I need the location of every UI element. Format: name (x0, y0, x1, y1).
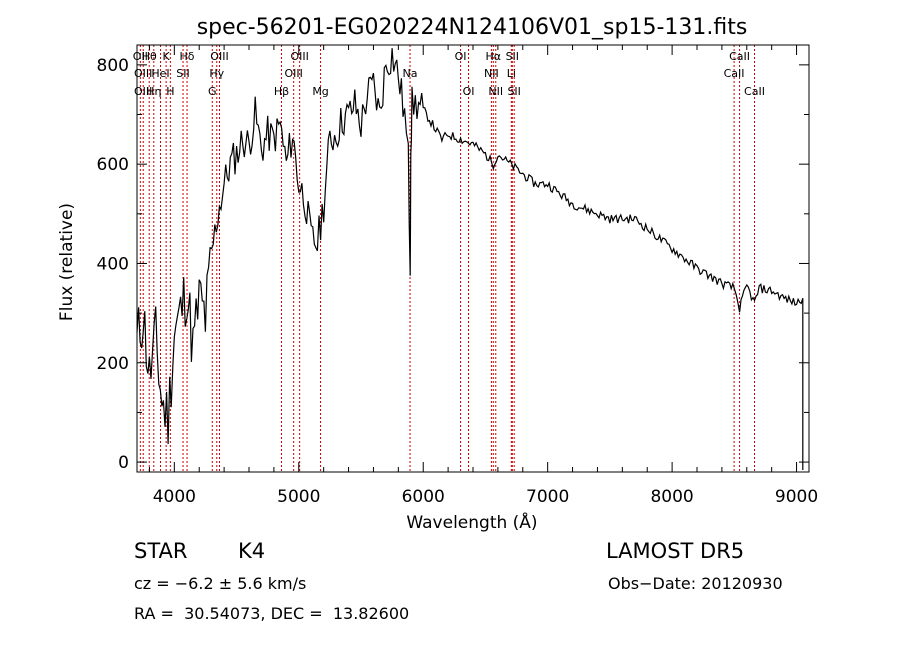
coordinates-readout: RA = 30.54073, DEC = 13.82600 (134, 604, 410, 623)
line-marker-label: H (166, 85, 174, 98)
subclass-label: K4 (238, 539, 266, 563)
y-axis-label: Flux (relative) (57, 203, 77, 321)
y-tick-label: 800 (97, 56, 129, 76)
line-marker-label: CaII (729, 50, 750, 63)
line-marker-label: Hθ (142, 50, 157, 63)
line-marker-label: Li (507, 67, 516, 80)
line-marker-label: Na (403, 67, 418, 80)
line-marker-label: CaII (744, 85, 765, 98)
line-marker-label: G (208, 85, 217, 98)
survey-label: LAMOST DR5 (606, 539, 745, 563)
x-tick-label: 9000 (775, 487, 818, 507)
plot-frame (136, 44, 810, 473)
line-marker-label: Hη (146, 85, 161, 98)
line-marker-label: K (163, 50, 171, 63)
x-tick-label: 6000 (402, 487, 445, 507)
line-marker-labels: OIIOIIIOIIIHθHηHeIKHSIIHδGHγOIIIHβOIIIOI… (133, 50, 765, 98)
line-marker-label: Hδ (180, 50, 195, 63)
line-marker-label: OIII (210, 50, 228, 63)
line-marker-label: NII (484, 67, 499, 80)
x-axis-ticks: 4000 5000 6000 7000 8000 9000 (148, 45, 818, 507)
y-tick-label: 600 (97, 155, 129, 175)
x-tick-label: 8000 (650, 487, 693, 507)
redshift-readout: cz = −6.2 ± 5.6 km/s (134, 574, 307, 593)
line-marker-label: OIII (284, 67, 302, 80)
y-tick-label: 200 (97, 354, 129, 374)
line-marker-label: OI (463, 85, 475, 98)
x-tick-label: 7000 (526, 487, 569, 507)
line-marker-label: NII (488, 85, 503, 98)
line-marker-label: SII (507, 85, 520, 98)
chart-title: spec-56201-EG020224N124106V01_sp15-131.f… (197, 15, 748, 40)
line-marker-label: Hα (486, 50, 502, 63)
line-marker-label: SII (176, 67, 189, 80)
y-axis-ticks: 0 200 400 600 800 (97, 56, 809, 473)
spectrum-series-line (136, 48, 804, 470)
class-label: STAR (134, 539, 188, 563)
y-tick-label: 0 (118, 453, 129, 473)
y-tick-label: 400 (97, 254, 129, 274)
line-marker-label: OIII (134, 85, 152, 98)
line-marker-label: CaII (724, 67, 745, 80)
line-marker-label: OI (455, 50, 467, 63)
obs-date-readout: Obs−Date: 20120930 (608, 574, 783, 593)
x-axis-label: Wavelength (Å) (406, 511, 537, 533)
line-marker-label: HeI (151, 67, 169, 80)
line-marker-label: SII (506, 50, 519, 63)
x-tick-label: 4000 (153, 487, 196, 507)
x-tick-label: 5000 (277, 487, 320, 507)
line-marker-label: OIII (290, 50, 308, 63)
line-marker-label: Hγ (209, 67, 224, 80)
line-marker-label: Mg (312, 85, 328, 98)
line-marker-label: Hβ (274, 85, 289, 98)
line-markers (139, 45, 755, 472)
line-marker-label: OIII (134, 67, 152, 80)
